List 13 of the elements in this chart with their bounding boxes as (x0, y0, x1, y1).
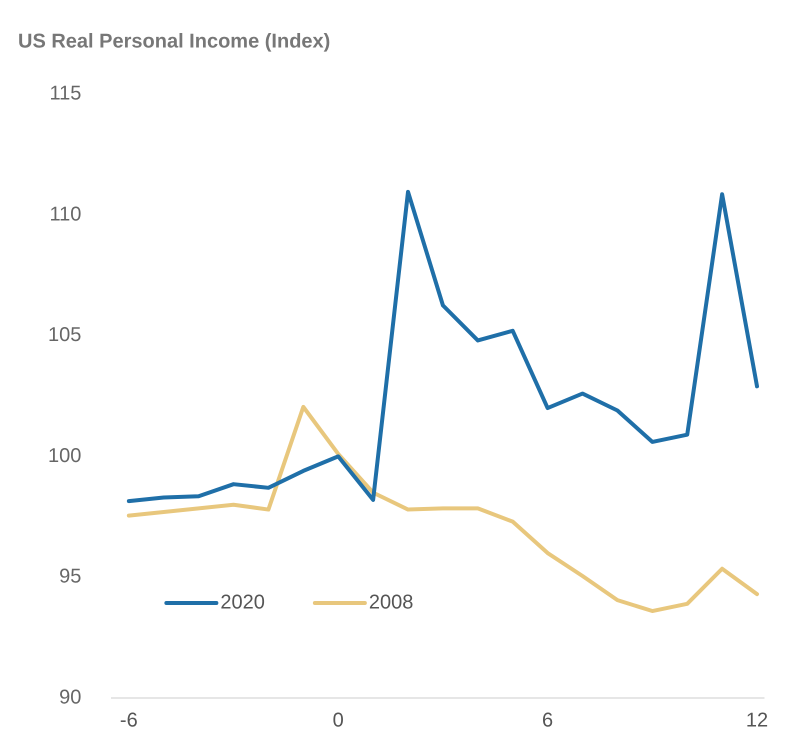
chart-title: US Real Personal Income (Index) (18, 30, 330, 53)
legend-label: 2008 (368, 592, 414, 614)
y-tick-label: 90 (59, 686, 82, 709)
x-tick-label: -6 (120, 710, 138, 732)
y-tick-label: 110 (49, 203, 82, 226)
y-tick-label: 115 (49, 82, 82, 105)
y-tick-label: 100 (48, 444, 82, 467)
y-tick-label: 95 (59, 566, 82, 588)
y-tick-label: 105 (48, 324, 82, 346)
legend-label: 2020 (220, 592, 265, 614)
x-tick-label: 12 (746, 710, 768, 732)
x-tick-label: 0 (332, 710, 344, 732)
x-tick-label: 6 (542, 710, 554, 732)
